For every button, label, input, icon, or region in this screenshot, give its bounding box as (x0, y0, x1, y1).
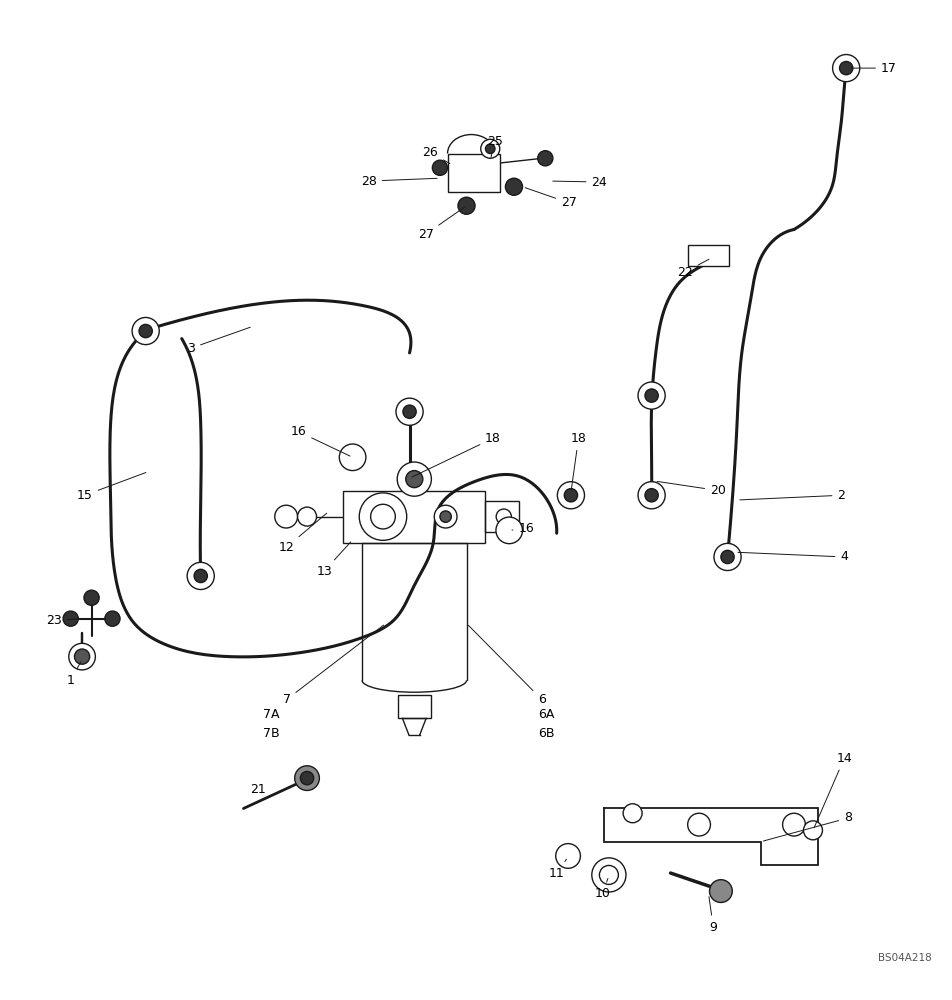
Text: 17: 17 (851, 62, 897, 75)
Text: 2: 2 (740, 489, 845, 502)
Circle shape (833, 55, 860, 82)
Text: 16: 16 (290, 425, 350, 456)
Circle shape (496, 509, 511, 524)
Text: 6B: 6B (538, 727, 554, 740)
Text: 26: 26 (423, 146, 450, 164)
Circle shape (139, 324, 152, 338)
Text: 7B: 7B (263, 727, 280, 740)
Text: 6: 6 (468, 625, 545, 706)
Circle shape (105, 611, 120, 626)
Circle shape (84, 590, 99, 605)
Text: 14: 14 (814, 752, 852, 828)
Circle shape (132, 317, 159, 345)
Bar (343, 491, 486, 543)
Polygon shape (403, 718, 426, 735)
Circle shape (709, 880, 732, 902)
Bar (447, 154, 500, 192)
Circle shape (194, 569, 208, 583)
Text: 21: 21 (249, 783, 266, 796)
Circle shape (714, 543, 741, 571)
Circle shape (496, 517, 523, 544)
Text: 11: 11 (548, 859, 566, 880)
Circle shape (565, 489, 578, 502)
Text: 15: 15 (77, 472, 146, 502)
Text: 13: 13 (316, 542, 350, 578)
Text: 1: 1 (67, 662, 81, 687)
Circle shape (458, 197, 475, 214)
Circle shape (556, 844, 581, 868)
Circle shape (557, 482, 585, 509)
Circle shape (275, 505, 298, 528)
Circle shape (74, 649, 89, 664)
Text: 4: 4 (738, 550, 848, 563)
Text: 20: 20 (657, 481, 726, 497)
Circle shape (486, 144, 495, 154)
Text: 18: 18 (412, 432, 501, 477)
Text: BS04A218: BS04A218 (878, 953, 932, 963)
Text: 28: 28 (361, 175, 437, 188)
Bar (398, 695, 431, 718)
Text: 10: 10 (594, 878, 610, 900)
Circle shape (188, 562, 214, 590)
Circle shape (721, 550, 734, 564)
Text: 25: 25 (487, 135, 503, 157)
Text: 7: 7 (283, 625, 384, 706)
Text: 23: 23 (46, 614, 79, 627)
Circle shape (406, 471, 423, 488)
Circle shape (359, 493, 407, 540)
Circle shape (624, 804, 642, 823)
Text: 8: 8 (764, 811, 852, 841)
Circle shape (298, 507, 316, 526)
Circle shape (339, 444, 366, 471)
Circle shape (783, 813, 805, 836)
Circle shape (803, 821, 823, 840)
Circle shape (645, 489, 658, 502)
Text: 7A: 7A (263, 708, 280, 721)
Circle shape (481, 139, 500, 158)
Text: 27: 27 (526, 188, 577, 209)
Circle shape (63, 611, 78, 626)
Bar (687, 245, 729, 266)
Bar (486, 501, 519, 532)
Circle shape (432, 160, 447, 175)
Text: 24: 24 (553, 176, 607, 189)
Circle shape (440, 511, 451, 522)
Circle shape (295, 766, 319, 790)
Circle shape (370, 504, 395, 529)
Circle shape (687, 813, 710, 836)
Text: 3: 3 (188, 327, 250, 355)
Circle shape (638, 482, 665, 509)
Circle shape (301, 771, 313, 785)
Circle shape (69, 643, 95, 670)
Circle shape (840, 61, 853, 75)
Text: 9: 9 (709, 897, 717, 934)
Circle shape (645, 389, 658, 402)
Circle shape (434, 505, 457, 528)
Circle shape (600, 865, 619, 884)
Circle shape (403, 405, 416, 418)
Circle shape (397, 462, 431, 496)
Text: 6A: 6A (538, 708, 554, 721)
Text: 12: 12 (278, 513, 327, 554)
Circle shape (538, 151, 553, 166)
Text: 27: 27 (418, 207, 465, 241)
Circle shape (506, 178, 523, 195)
Text: 22: 22 (677, 259, 709, 279)
Circle shape (638, 382, 665, 409)
Text: 18: 18 (570, 432, 586, 490)
Text: 16: 16 (512, 522, 534, 535)
Circle shape (396, 398, 423, 425)
Circle shape (592, 858, 626, 892)
